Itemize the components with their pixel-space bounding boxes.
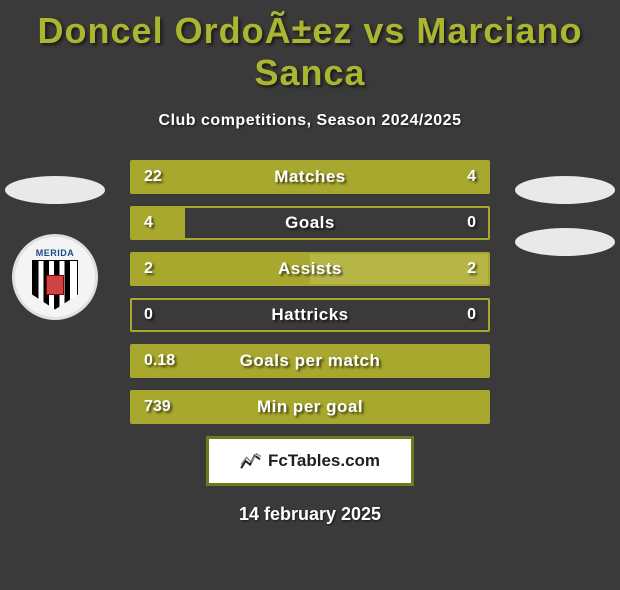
club-crest-merida: MERIDA <box>12 234 98 320</box>
brand-text: FcTables.com <box>268 451 380 471</box>
stat-value-right: 0 <box>467 214 476 232</box>
page-subtitle: Club competitions, Season 2024/2025 <box>0 112 620 130</box>
stat-row: 739 Min per goal <box>130 390 490 424</box>
left-player-column: MERIDA <box>0 160 110 320</box>
stat-value-right: 4 <box>467 168 476 186</box>
stat-value-left: 739 <box>144 398 171 416</box>
stat-row: 0.18 Goals per match <box>130 344 490 378</box>
chart-icon <box>240 452 262 470</box>
stat-value-left: 0.18 <box>144 352 175 370</box>
stat-row: 0 0 Hattricks <box>130 298 490 332</box>
stat-value-right: 0 <box>467 306 476 324</box>
stat-value-right: 2 <box>467 260 476 278</box>
stat-row: 4 0 Goals <box>130 206 490 240</box>
page-title: Doncel OrdoÃ±ez vs Marciano Sanca <box>0 10 620 94</box>
brand-box: FcTables.com <box>206 436 414 486</box>
stat-value-left: 2 <box>144 260 153 278</box>
stat-fill-left <box>132 162 388 192</box>
stat-value-left: 0 <box>144 306 153 324</box>
shield-icon <box>32 260 78 310</box>
stat-row: 22 4 Matches <box>130 160 490 194</box>
stat-label: Goals per match <box>240 351 381 371</box>
stat-value-left: 22 <box>144 168 162 186</box>
stat-label: Min per goal <box>257 397 363 417</box>
stat-label: Hattricks <box>271 305 348 325</box>
stat-value-left: 4 <box>144 214 153 232</box>
stat-label: Matches <box>274 167 346 187</box>
right-player-column <box>510 160 620 256</box>
stat-label: Goals <box>285 213 335 233</box>
flag-placeholder-right-2 <box>515 228 615 256</box>
flag-placeholder-left <box>5 176 105 204</box>
stat-row: 2 2 Assists <box>130 252 490 286</box>
crest-label: MERIDA <box>36 248 75 258</box>
shield-center-icon <box>46 275 64 295</box>
club-crest-wrap: MERIDA <box>0 234 110 320</box>
comparison-panel: MERIDA 224Matches40Goals22Assists00Hattr… <box>0 160 620 525</box>
snapshot-date: 14 february 2025 <box>0 504 620 525</box>
stat-bars: 224Matches40Goals22Assists00Hattricks0.1… <box>130 160 490 424</box>
stat-label: Assists <box>278 259 342 279</box>
flag-placeholder-right-1 <box>515 176 615 204</box>
stat-fill-left <box>132 208 185 238</box>
